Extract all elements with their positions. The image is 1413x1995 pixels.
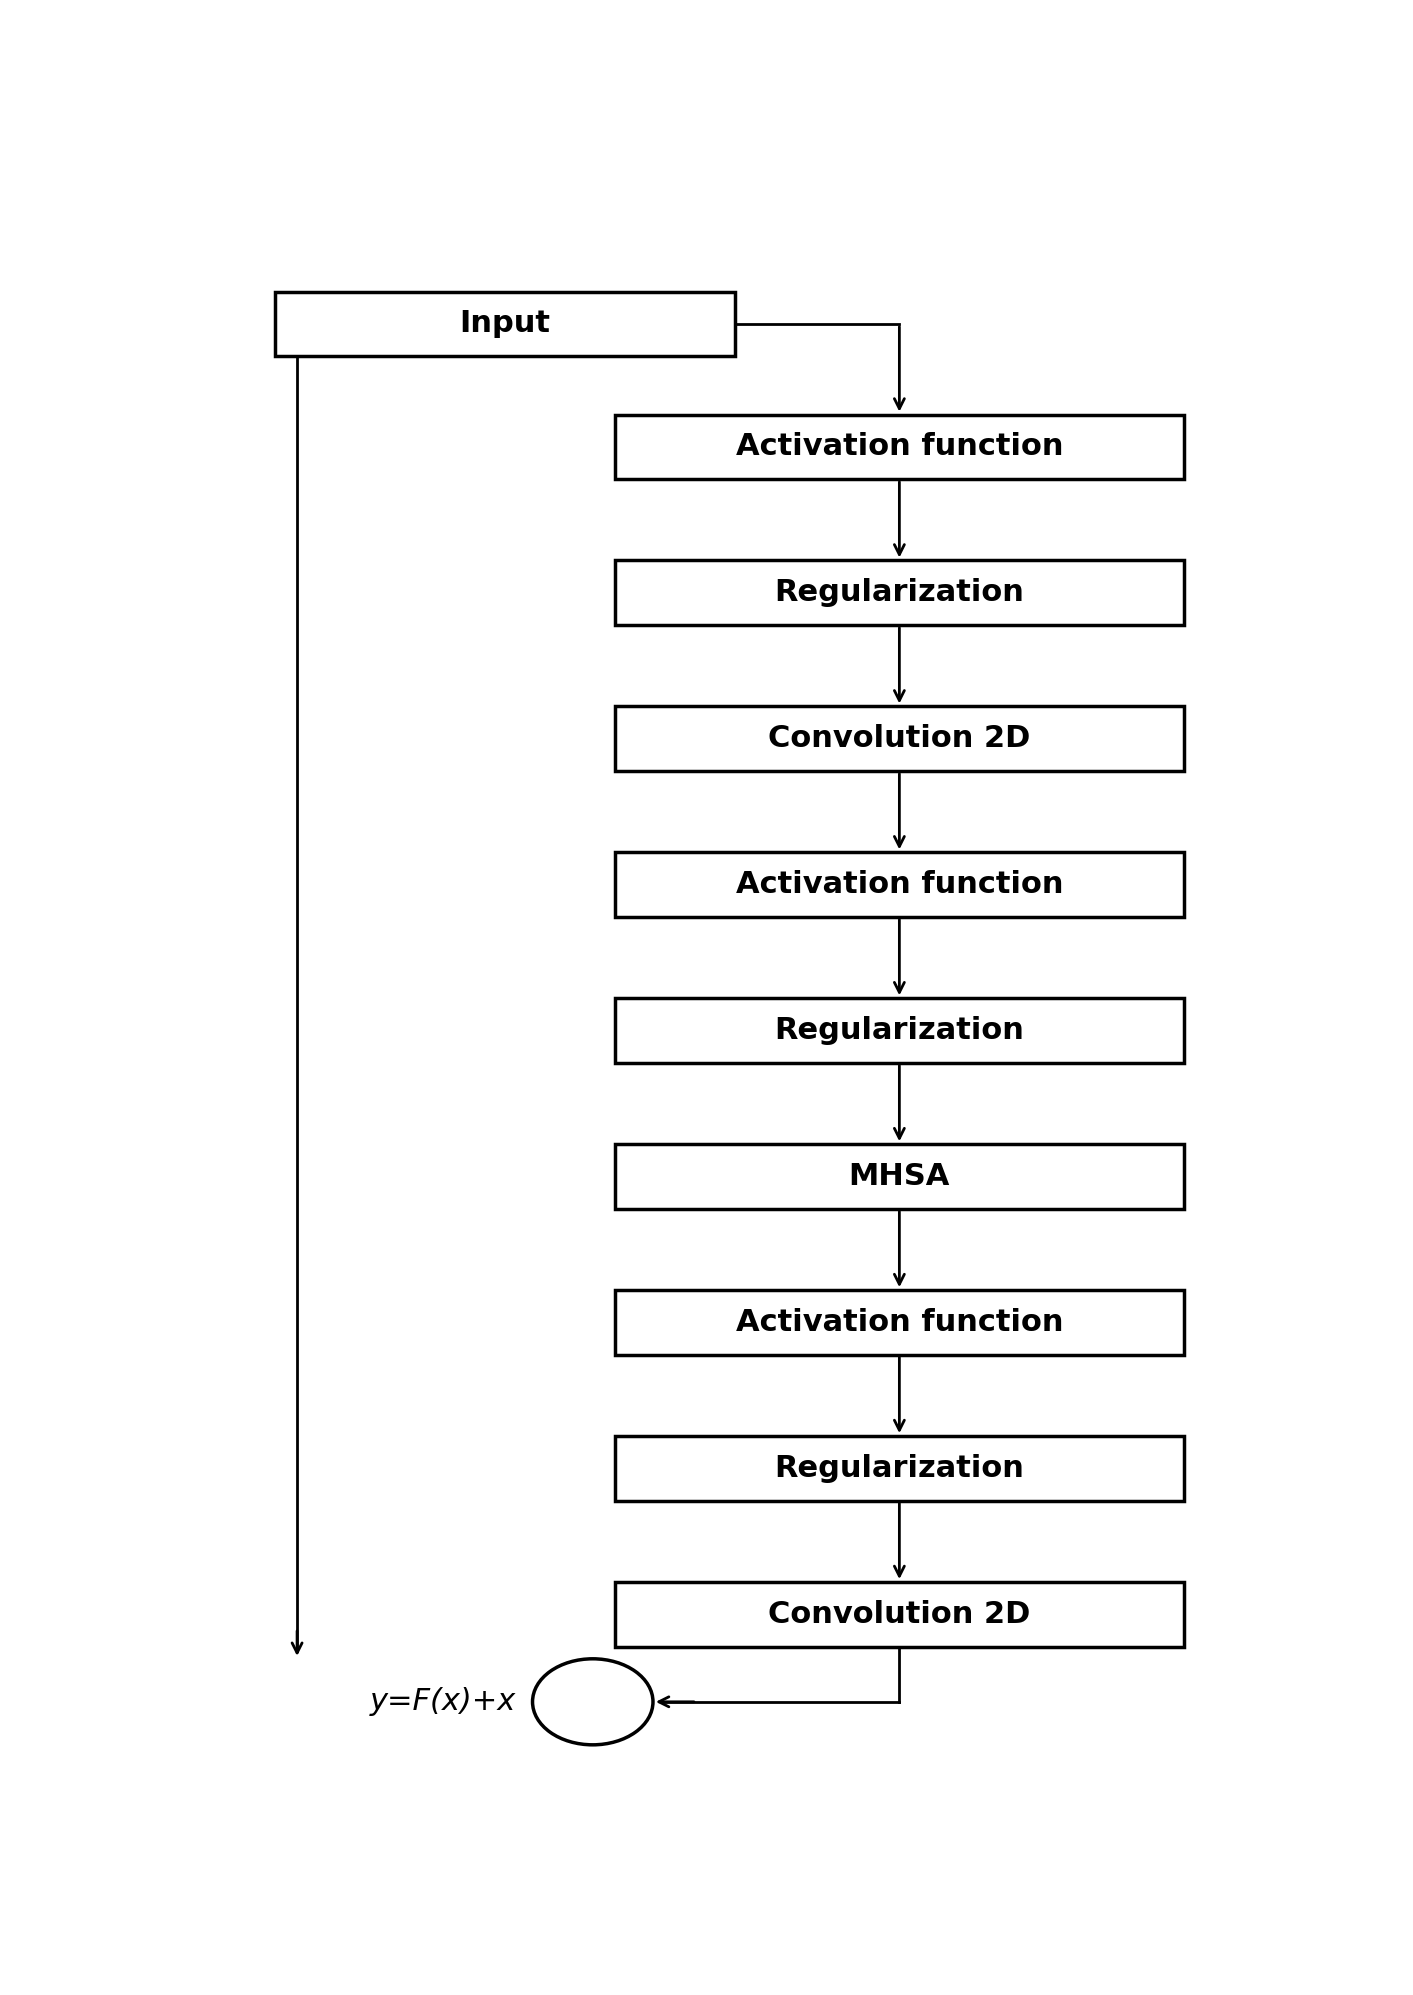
Text: Activation function: Activation function — [736, 1309, 1063, 1337]
FancyBboxPatch shape — [615, 415, 1184, 479]
Text: Activation function: Activation function — [736, 870, 1063, 900]
Text: Activation function: Activation function — [736, 433, 1063, 461]
Text: Input: Input — [459, 309, 551, 339]
FancyBboxPatch shape — [615, 1582, 1184, 1646]
Text: Regularization: Regularization — [774, 579, 1024, 606]
Text: Convolution 2D: Convolution 2D — [769, 1600, 1030, 1628]
Text: Convolution 2D: Convolution 2D — [769, 724, 1030, 754]
FancyBboxPatch shape — [615, 561, 1184, 624]
Ellipse shape — [533, 1658, 653, 1746]
FancyBboxPatch shape — [615, 1291, 1184, 1355]
FancyBboxPatch shape — [615, 706, 1184, 770]
FancyBboxPatch shape — [276, 291, 735, 357]
FancyBboxPatch shape — [615, 998, 1184, 1063]
Text: MHSA: MHSA — [849, 1161, 950, 1191]
Text: Regularization: Regularization — [774, 1015, 1024, 1045]
Text: Regularization: Regularization — [774, 1454, 1024, 1482]
FancyBboxPatch shape — [615, 1436, 1184, 1500]
FancyBboxPatch shape — [615, 852, 1184, 918]
FancyBboxPatch shape — [615, 1145, 1184, 1209]
Text: y=F(x)+x: y=F(x)+x — [370, 1688, 516, 1716]
